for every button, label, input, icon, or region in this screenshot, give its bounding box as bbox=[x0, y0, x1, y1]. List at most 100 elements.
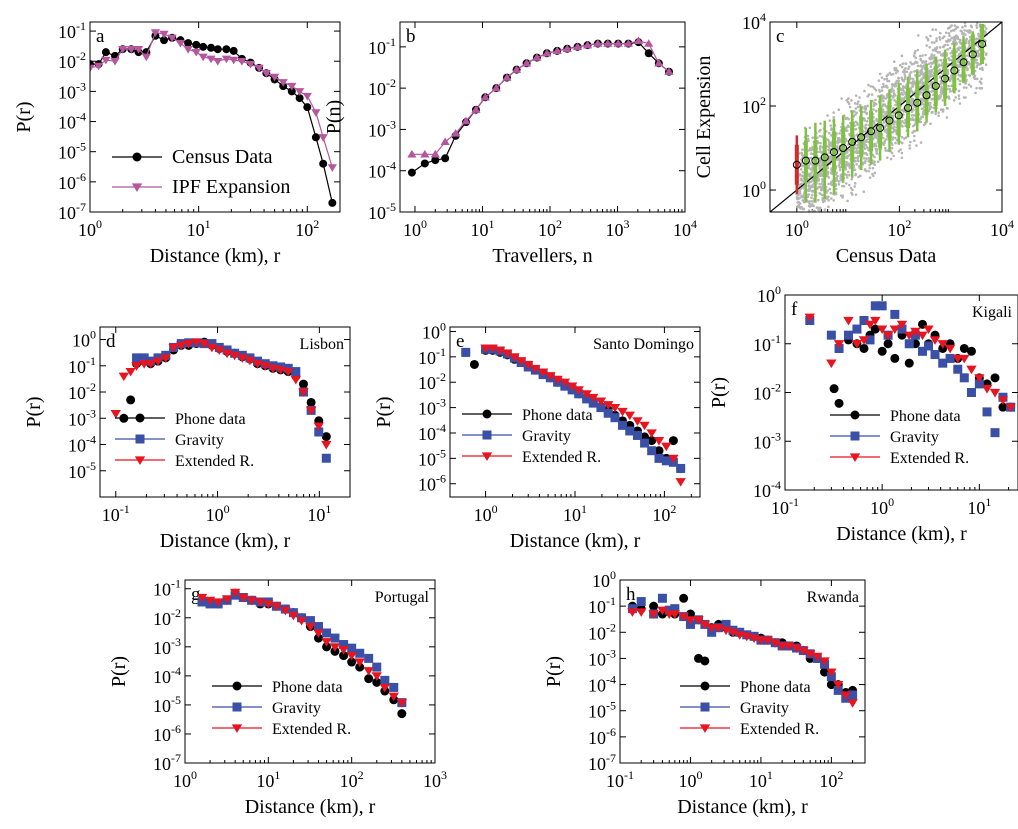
y-tick-label: 10-5 bbox=[588, 699, 616, 722]
data-point bbox=[537, 368, 549, 378]
y-tick-label: 10-4 bbox=[68, 433, 96, 456]
data-point bbox=[509, 353, 520, 362]
scatter-point bbox=[884, 112, 887, 116]
place-label: Kigali bbox=[972, 304, 1013, 321]
scatter-point bbox=[809, 174, 813, 178]
data-point bbox=[603, 39, 613, 47]
bin-mean-marker bbox=[903, 103, 912, 112]
data-point bbox=[923, 325, 934, 335]
scatter-point bbox=[912, 129, 916, 133]
data-point bbox=[896, 320, 908, 330]
scatter-point bbox=[811, 185, 815, 189]
data-point bbox=[131, 362, 142, 371]
data-point bbox=[624, 411, 635, 421]
scatter-point bbox=[827, 160, 830, 163]
data-point bbox=[330, 633, 340, 643]
scatter-point bbox=[919, 141, 923, 144]
scatter-point bbox=[810, 202, 814, 206]
data-point bbox=[657, 606, 668, 616]
scatter-point bbox=[901, 93, 905, 96]
scatter-point bbox=[913, 51, 917, 55]
scatter-point bbox=[846, 170, 850, 174]
y-tick-label: 10-7 bbox=[153, 751, 181, 774]
data-point bbox=[494, 346, 506, 356]
axes-frame bbox=[184, 579, 436, 764]
scatter-point bbox=[863, 107, 866, 111]
y-tick-label: 10-3 bbox=[588, 646, 616, 669]
scatter-point bbox=[916, 48, 920, 52]
data-point bbox=[287, 87, 296, 96]
scatter-point bbox=[811, 209, 814, 212]
scatter-point bbox=[882, 99, 885, 103]
scatter-point bbox=[961, 26, 964, 29]
scatter-point bbox=[836, 174, 839, 178]
scatter-point bbox=[875, 152, 879, 155]
scatter-point bbox=[834, 176, 838, 180]
scatter-point bbox=[807, 188, 811, 191]
scatter-point bbox=[845, 126, 849, 129]
scatter-point bbox=[941, 98, 945, 102]
data-point bbox=[397, 709, 407, 719]
scatter-point bbox=[801, 194, 805, 198]
scatter-point bbox=[854, 172, 858, 176]
scatter-point bbox=[866, 116, 870, 120]
plot-area bbox=[461, 344, 686, 487]
data-point bbox=[997, 396, 1009, 406]
scatter-point bbox=[807, 193, 811, 196]
scatter-point bbox=[819, 128, 822, 132]
scatter-point bbox=[919, 72, 923, 76]
data-point bbox=[431, 156, 440, 165]
scatter-point bbox=[885, 156, 889, 159]
scatter-point bbox=[943, 43, 947, 47]
data-point bbox=[314, 633, 324, 643]
x-axis-label: Distance (km), r bbox=[510, 530, 641, 552]
panel-e: 100 101 102 10-6 10-510-410-3 10-210-1 100 Dist… bbox=[373, 319, 701, 552]
data-point bbox=[924, 341, 934, 351]
data-point bbox=[865, 335, 875, 345]
scatter-point bbox=[866, 95, 870, 98]
bin-mean-marker bbox=[931, 81, 940, 90]
scatter-point bbox=[948, 34, 951, 38]
scatter-point bbox=[867, 93, 871, 96]
data-point bbox=[883, 339, 893, 349]
scatter-point bbox=[891, 72, 895, 76]
data-point bbox=[280, 606, 291, 616]
y-tick-label: 100 bbox=[592, 568, 616, 591]
scatter-point bbox=[893, 94, 897, 97]
scatter-point bbox=[916, 34, 920, 37]
scatter-point bbox=[929, 34, 932, 38]
y-tick-label: 10-5 bbox=[368, 200, 396, 223]
data-point bbox=[139, 353, 149, 363]
legend-label: Gravity bbox=[740, 700, 789, 717]
data-point bbox=[229, 588, 241, 598]
plot-area bbox=[804, 301, 1016, 438]
data-point bbox=[657, 593, 667, 603]
scatter-point bbox=[880, 89, 884, 92]
scatter-point bbox=[954, 96, 957, 99]
scatter-point bbox=[801, 207, 805, 211]
data-point bbox=[833, 685, 843, 695]
scatter-point bbox=[914, 56, 918, 60]
scatter-point bbox=[975, 38, 978, 41]
scatter-point bbox=[925, 35, 928, 39]
data-point bbox=[314, 622, 324, 632]
legend-label: Gravity bbox=[175, 432, 224, 449]
data-point bbox=[974, 374, 985, 383]
scatter-point bbox=[835, 171, 838, 175]
scatter-point bbox=[885, 93, 889, 97]
y-tick-label: 10-3 bbox=[58, 79, 86, 102]
scatter-point bbox=[892, 83, 895, 86]
scatter-point bbox=[938, 96, 942, 100]
scatter-point bbox=[985, 27, 988, 30]
scatter-point bbox=[930, 90, 934, 93]
scatter-point bbox=[930, 41, 934, 44]
scatter-point bbox=[873, 163, 876, 166]
scatter-point bbox=[890, 143, 894, 147]
x-tick-label: 100 bbox=[206, 502, 230, 525]
scatter-point bbox=[976, 55, 980, 58]
scatter-point bbox=[819, 161, 822, 164]
scatter-point bbox=[940, 64, 943, 67]
data-point bbox=[625, 426, 635, 436]
x-tick-label: 104 bbox=[990, 217, 1014, 240]
y-tick-label: 100 bbox=[742, 178, 766, 201]
